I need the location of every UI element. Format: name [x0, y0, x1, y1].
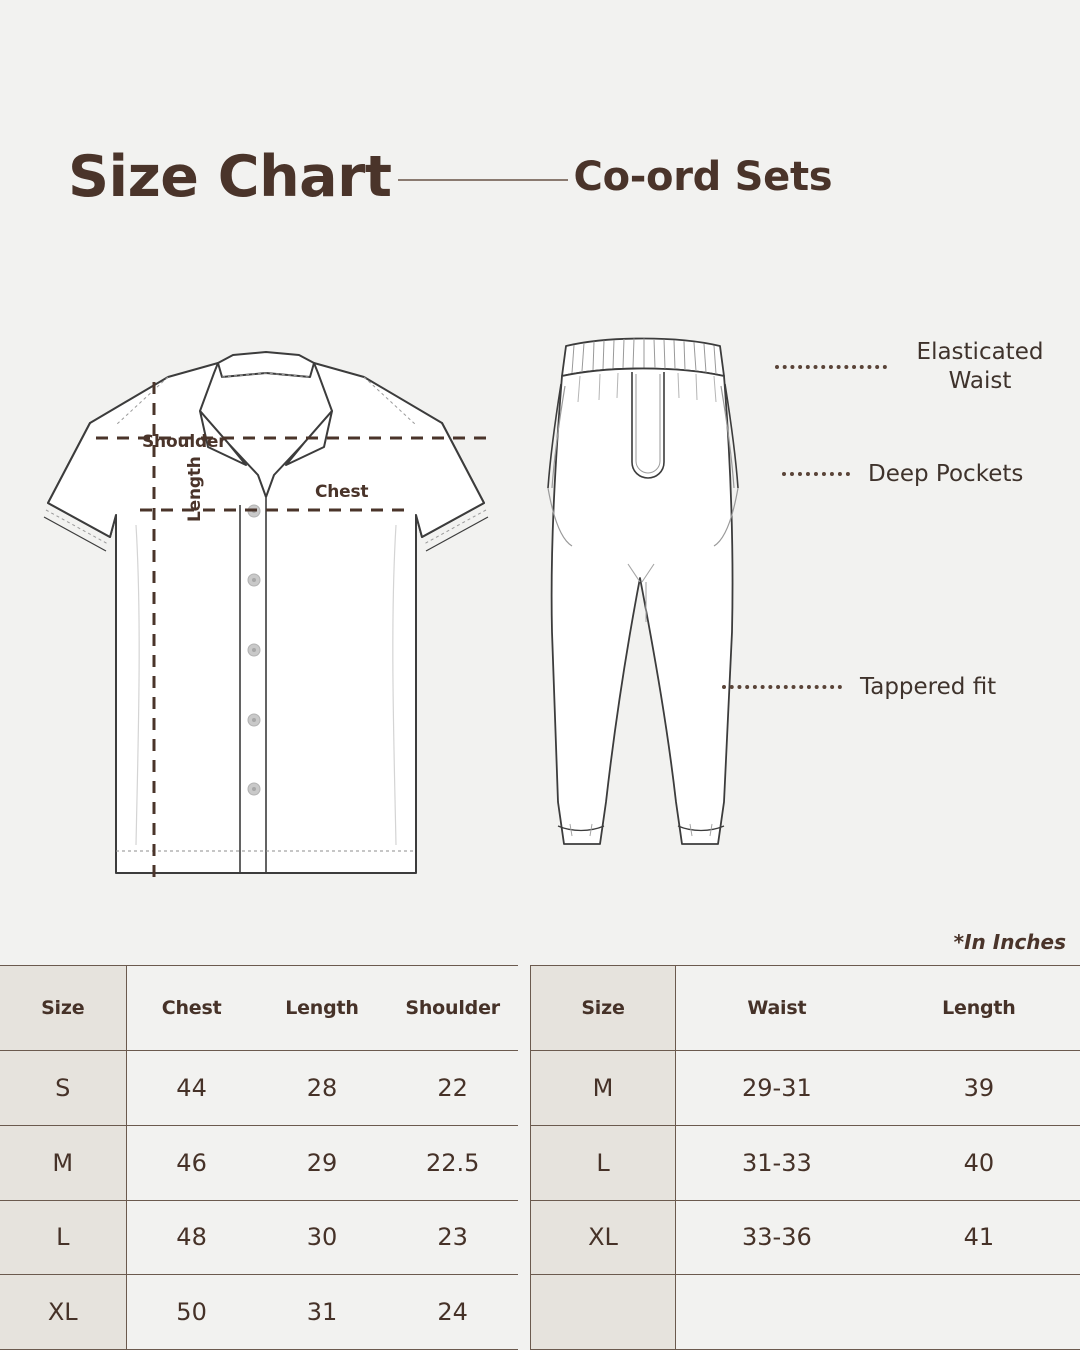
- cell-size: M: [0, 1124, 127, 1201]
- table-gap: [518, 965, 530, 1350]
- units-note: *In Inches: [953, 930, 1066, 954]
- page-title: Size Chart: [68, 143, 392, 210]
- cell-size: M: [530, 1050, 676, 1126]
- page-header: Size Chart Co-ord Sets: [0, 142, 1080, 212]
- table-row-empty: [530, 1274, 1080, 1350]
- shirt-size-table: Size Chest Length Shoulder S 44 28 22 M …: [0, 965, 518, 1350]
- table-row: L 31-33 40: [530, 1124, 1080, 1201]
- shirt-label-chest: Chest: [315, 482, 369, 502]
- column-header-length: Length: [256, 965, 388, 1051]
- callout-elasticated-waist: Elasticated Waist: [775, 338, 1055, 396]
- shirt-label-shoulder: Shoulder: [142, 432, 227, 452]
- table-row: XL 50 31 24: [0, 1274, 518, 1350]
- shirt-label-length: Length: [185, 456, 205, 522]
- table-header-row: Size Chest Length Shoulder: [0, 965, 518, 1051]
- cell-shoulder: 24: [387, 1274, 518, 1350]
- title-divider-line: [397, 179, 568, 181]
- size-tables: Size Chest Length Shoulder S 44 28 22 M …: [0, 965, 1080, 1350]
- cell-chest: 50: [126, 1274, 257, 1350]
- column-header-length: Length: [877, 965, 1080, 1051]
- cell-waist: 29-31: [675, 1050, 878, 1126]
- cell-size: L: [530, 1124, 676, 1201]
- cell-length: 39: [877, 1050, 1080, 1126]
- cell-length: [877, 1274, 1080, 1350]
- table-header-row: Size Waist Length: [530, 965, 1080, 1051]
- cell-waist: 33-36: [675, 1199, 878, 1276]
- callout-tapered-fit: Tappered fit: [722, 673, 996, 702]
- cell-size: [530, 1274, 676, 1350]
- table-row: M 46 29 22.5: [0, 1124, 518, 1201]
- cell-length: 28: [256, 1050, 388, 1126]
- callout-label-pockets: Deep Pockets: [868, 461, 1024, 487]
- leader-line-taper-icon: [722, 685, 842, 690]
- callout-label-taper: Tappered fit: [860, 674, 997, 700]
- cell-size: S: [0, 1050, 127, 1126]
- cell-size: XL: [0, 1274, 127, 1350]
- cell-length: 31: [256, 1274, 388, 1350]
- column-header-waist: Waist: [675, 965, 878, 1051]
- cell-length: 30: [256, 1199, 388, 1276]
- page-subtitle: Co-ord Sets: [573, 154, 833, 200]
- cell-size: XL: [530, 1199, 676, 1276]
- table-row: L 48 30 23: [0, 1199, 518, 1276]
- column-header-chest: Chest: [126, 965, 257, 1051]
- cell-chest: 48: [126, 1199, 257, 1276]
- cell-size: L: [0, 1199, 127, 1276]
- pant-size-table: Size Waist Length M 29-31 39 L 31-33 40 …: [530, 965, 1080, 1350]
- cell-chest: 44: [126, 1050, 257, 1126]
- leader-line-waist-icon: [775, 364, 887, 369]
- cell-length: 29: [256, 1124, 388, 1201]
- cell-length: 40: [877, 1124, 1080, 1201]
- cell-waist: [675, 1274, 878, 1350]
- cell-chest: 46: [126, 1124, 257, 1201]
- callout-deep-pockets: Deep Pockets: [782, 460, 1023, 489]
- shirt-measurement-guides: [96, 382, 488, 885]
- table-row: XL 33-36 41: [530, 1199, 1080, 1276]
- column-header-size: Size: [530, 965, 676, 1051]
- cell-waist: 31-33: [675, 1124, 878, 1201]
- illustration-area: Shoulder Chest Length: [0, 300, 1080, 900]
- pants-illustration: [547, 337, 739, 845]
- cell-shoulder: 23: [387, 1199, 518, 1276]
- table-row: S 44 28 22: [0, 1050, 518, 1126]
- column-header-size: Size: [0, 965, 127, 1051]
- callout-label-waist: Elasticated Waist: [916, 339, 1044, 394]
- shirt-illustration: [43, 351, 489, 885]
- table-row: M 29-31 39: [530, 1050, 1080, 1126]
- cell-shoulder: 22: [387, 1050, 518, 1126]
- cell-shoulder: 22.5: [387, 1124, 518, 1201]
- leader-line-pockets-icon: [782, 472, 850, 477]
- column-header-shoulder: Shoulder: [387, 965, 518, 1051]
- cell-length: 41: [877, 1199, 1080, 1276]
